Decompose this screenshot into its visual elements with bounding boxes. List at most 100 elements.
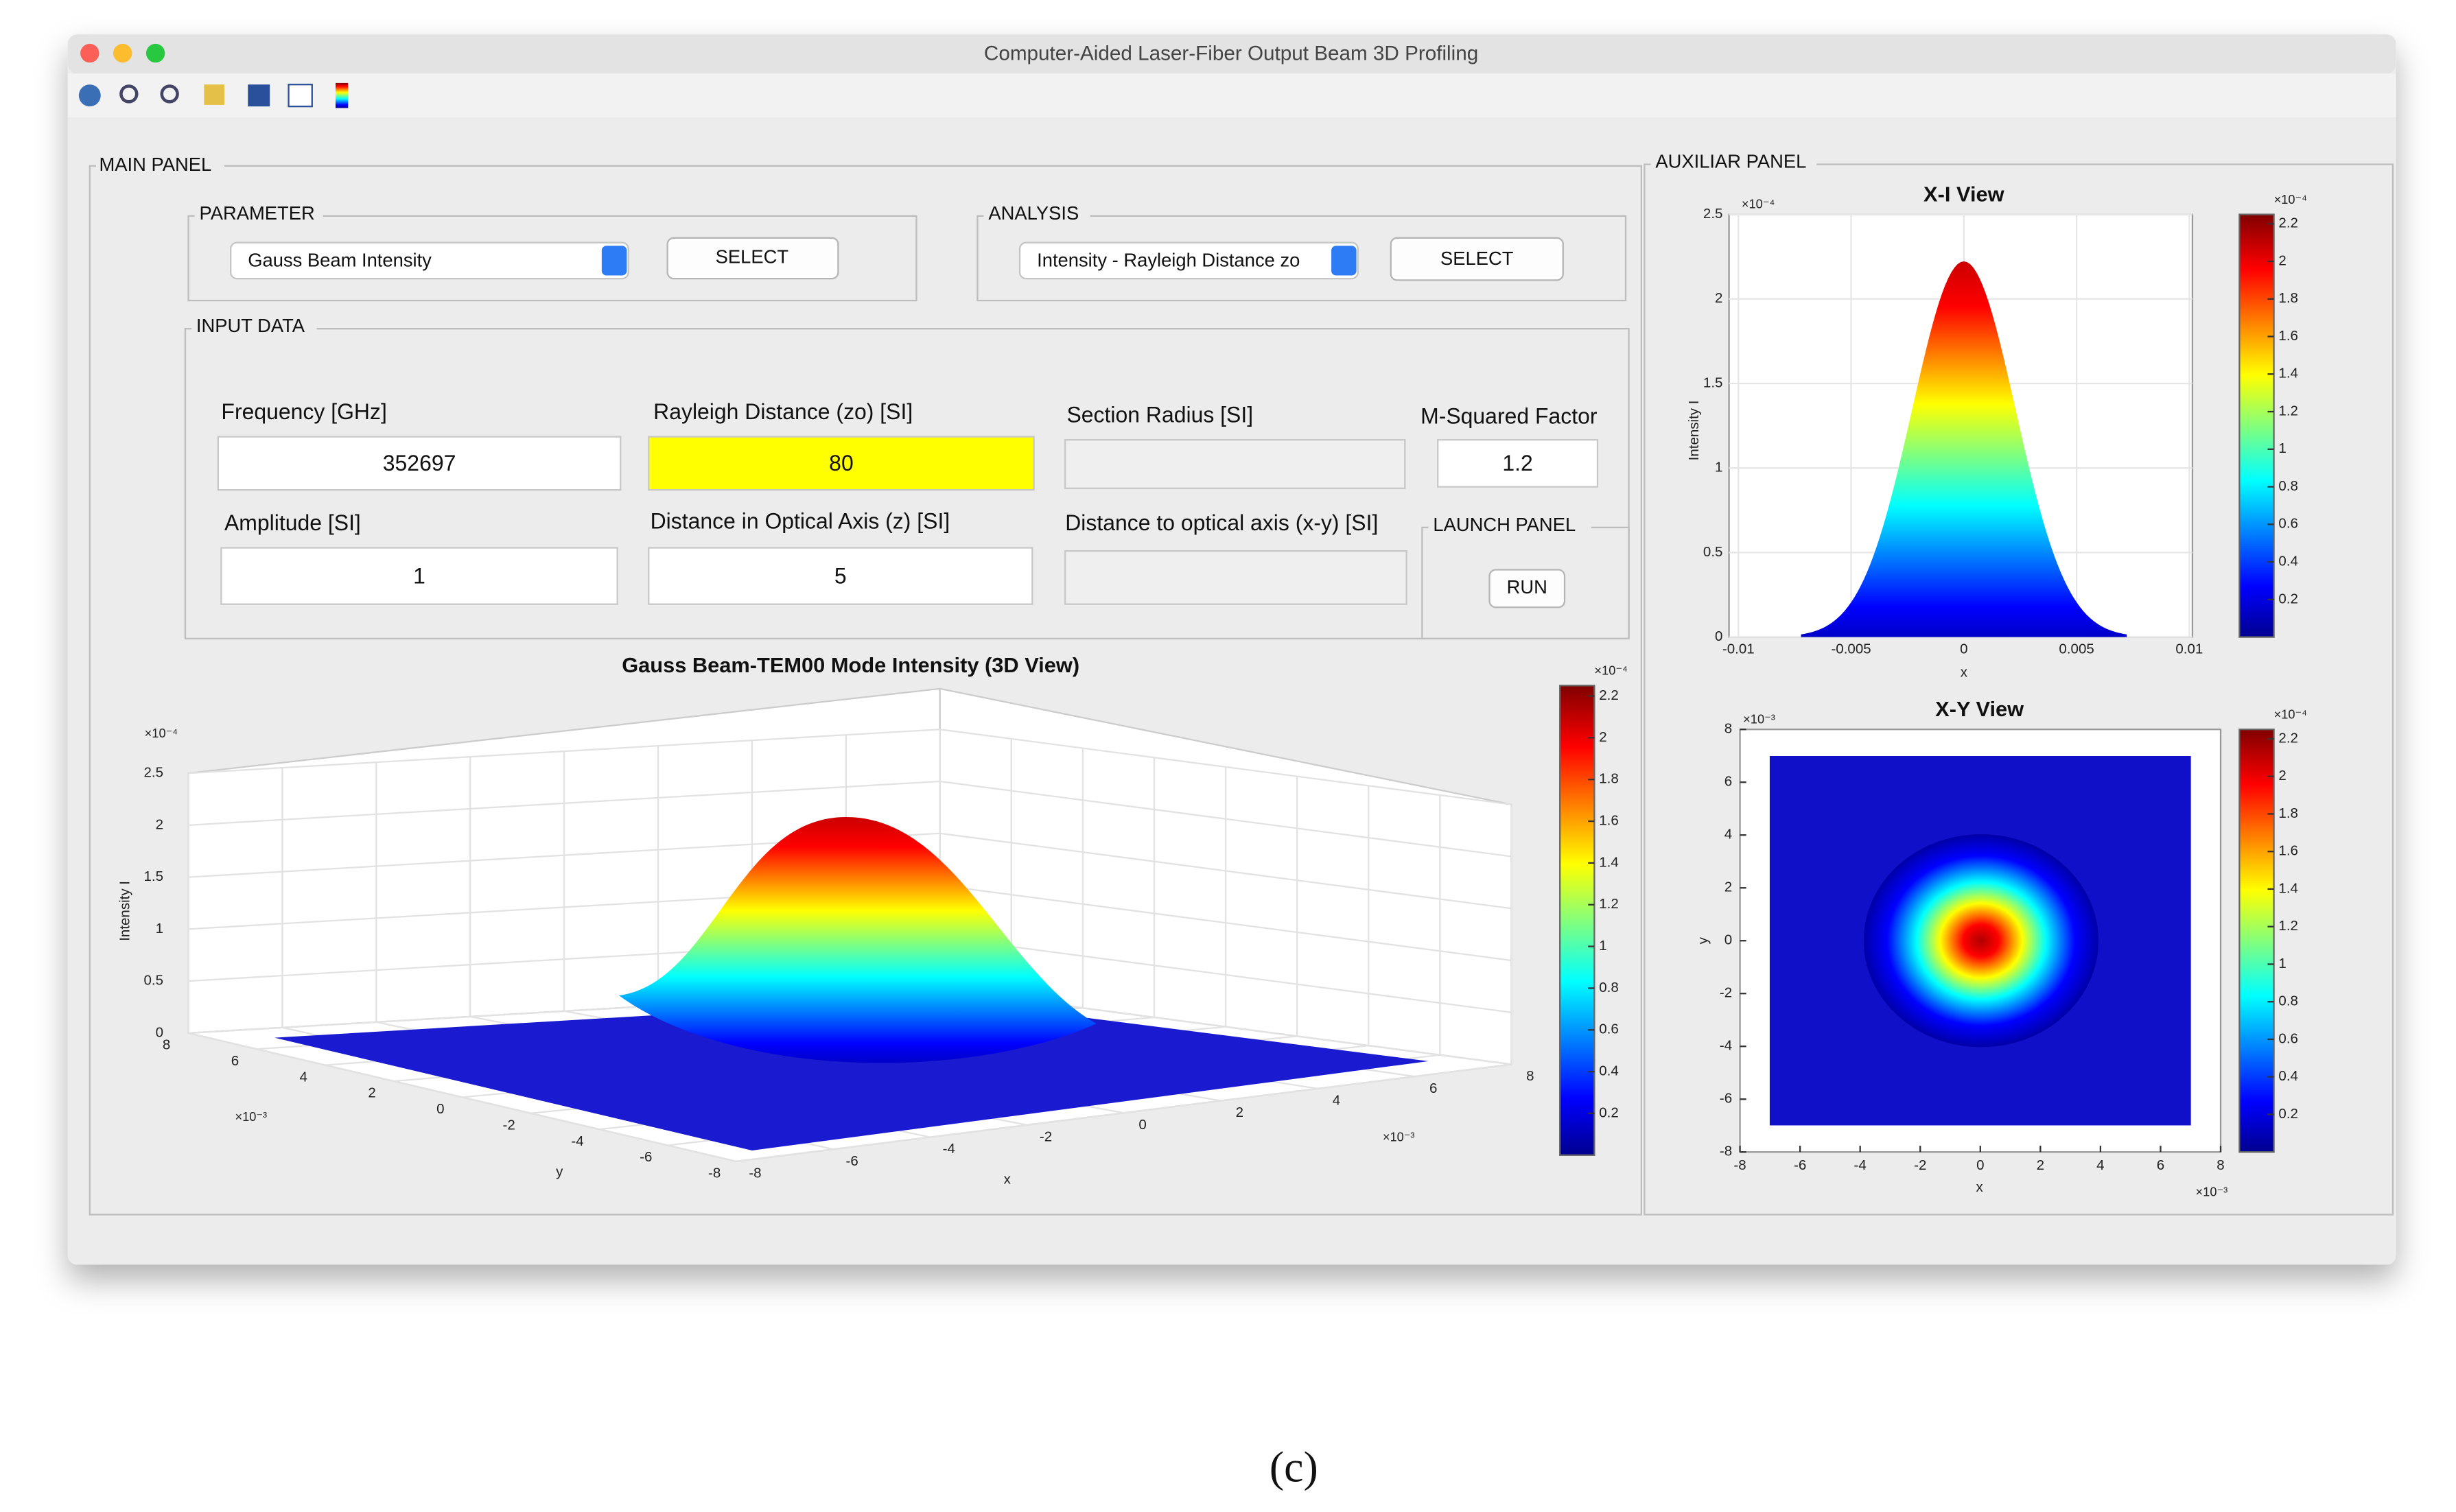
title-bar <box>67 34 2396 74</box>
xy-title: X-Y View <box>1935 697 2024 721</box>
field-label: Rayleigh Distance (zo) [SI] <box>653 399 913 424</box>
colorbar-tick-label: 1.6 <box>2278 328 2298 344</box>
zoom-out-tool[interactable] <box>160 84 179 104</box>
field-value: 352697 <box>383 451 456 475</box>
z-label: Intensity I <box>117 881 133 941</box>
colorbar-tick-label: 2 <box>2278 252 2286 268</box>
colorbar-tick-label: 1.6 <box>1599 812 1619 828</box>
field-label: Frequency [GHz] <box>221 399 386 424</box>
label-bg <box>194 203 323 226</box>
colorbar-tick-label: 0.8 <box>2278 478 2298 494</box>
parameter-select-label: SELECT <box>716 246 789 268</box>
x-tick-label: 6 <box>2157 1157 2164 1173</box>
input-field[interactable] <box>1437 438 1599 488</box>
parameter-select-button[interactable] <box>666 237 839 280</box>
y-exponent: ×10⁻³ <box>235 1109 267 1124</box>
y-tick-label: 1 <box>1715 460 1722 475</box>
x-tick-label: 6 <box>1429 1080 1437 1096</box>
colorbar-tick-label: 2 <box>2278 768 2286 783</box>
y-tick-label: 0 <box>436 1101 444 1117</box>
input-field[interactable] <box>648 547 1033 605</box>
colorbar-tick-label: 0.6 <box>2278 1030 2298 1046</box>
input-data-frame <box>184 327 1630 640</box>
colorbar-tick-label: 1.2 <box>2278 918 2298 934</box>
x-tick-label: -4 <box>943 1141 955 1157</box>
run-button[interactable] <box>1488 569 1566 609</box>
minimize-button[interactable] <box>113 43 132 63</box>
field-label: Section Radius [SI] <box>1066 402 1253 427</box>
y-tick-label: -6 <box>640 1149 652 1165</box>
parameter-dropdown[interactable] <box>229 241 629 280</box>
field-value: 1.2 <box>1502 451 1532 475</box>
y-tick-label: 0 <box>1724 932 1732 948</box>
close-button[interactable] <box>80 43 100 63</box>
input-field[interactable] <box>1064 550 1407 605</box>
colorbar-tick-label: 1 <box>2278 956 2286 971</box>
colorbar-tick-label: 0.2 <box>2278 1106 2298 1122</box>
colorbar-tick-label: 1.8 <box>1599 771 1619 787</box>
colorbar-tick-label: 1.4 <box>2278 880 2298 896</box>
y-tick-label: 6 <box>1724 774 1732 790</box>
x-tick-label: 8 <box>2217 1157 2224 1173</box>
colorbar-tick-label: 1.4 <box>2278 366 2298 381</box>
colorbar-tool[interactable] <box>336 82 349 108</box>
y-tick-label: -6 <box>1720 1091 1732 1107</box>
colorbar-tick-label: 0.4 <box>1599 1063 1619 1079</box>
label-bg <box>983 203 1090 226</box>
data-cursor-tool[interactable] <box>204 84 225 105</box>
colorbar-tick-label: 0.4 <box>2278 554 2298 569</box>
z-tick-label: 1.5 <box>143 869 163 884</box>
dropdown-arrow <box>601 246 627 276</box>
y-tick-label: 4 <box>300 1069 307 1085</box>
parameter-title: PARAMETER <box>200 202 315 224</box>
colorbar-tick-label: 2.2 <box>1599 687 1619 703</box>
label-bg <box>1428 515 1591 537</box>
analysis-select-button[interactable] <box>1390 237 1564 281</box>
y-label: y <box>1696 936 1711 944</box>
colorbar-tick-label: 1 <box>2278 440 2286 456</box>
colorbar-tick-label: 2.2 <box>2278 215 2298 231</box>
input-field[interactable] <box>217 436 622 491</box>
analysis-dropdown-value: Intensity - Rayleigh Distance zo <box>1037 249 1300 270</box>
colorbar-tick-label: 1.2 <box>1599 896 1619 912</box>
plot-3d: 0 0.5 1 1.5 2 2.5 8 6 4 2 0 -2 -4 -6 -8 -8 -6 -4 -2 0 2 4 6 8 ×1… <box>117 663 1628 1188</box>
legend-tool[interactable] <box>288 84 313 108</box>
analysis-dropdown[interactable] <box>1018 241 1359 280</box>
x-tick-label: 0.01 <box>2175 641 2203 657</box>
label-bg <box>95 153 225 176</box>
x-exponent: ×10⁻³ <box>1383 1130 1415 1144</box>
y-tick-label: 0 <box>1715 628 1722 644</box>
auxiliar-panel-frame <box>1644 163 2394 1216</box>
x-tick-label: -2 <box>1914 1157 1926 1173</box>
input-field[interactable] <box>648 436 1035 491</box>
x-label: x <box>1976 1179 1984 1195</box>
field-label: M-Squared Factor <box>1420 404 1598 429</box>
y-tick-label: -2 <box>503 1117 515 1133</box>
field-label: Distance to optical axis (x-y) [SI] <box>1065 510 1378 535</box>
input-field[interactable] <box>1064 438 1406 489</box>
colorbar-tick-label: 0.2 <box>2278 591 2298 606</box>
plot-3d-title: Gauss Beam-TEM00 Mode Intensity (3D View… <box>622 653 1079 677</box>
xi-title: X-I View <box>1923 182 2005 206</box>
y-tick-label: 8 <box>1724 721 1732 737</box>
rotate-tool[interactable] <box>78 84 101 107</box>
y-tick-label: -8 <box>708 1166 721 1181</box>
save-tool[interactable] <box>248 84 270 107</box>
y-tick-label: 2 <box>1724 879 1732 895</box>
beam-spot <box>1863 834 2099 1048</box>
zoom-in-tool[interactable] <box>119 84 139 104</box>
zoom-button[interactable] <box>145 43 165 63</box>
parameter-frame <box>187 215 917 302</box>
colorbar-tick-label: 1.2 <box>2278 403 2298 418</box>
colorbar-exponent: ×10⁻⁴ <box>2274 707 2307 722</box>
z-tick-label: 0 <box>156 1024 163 1040</box>
colorbar-tick-label: 0.6 <box>2278 516 2298 532</box>
z-tick-label: 2.5 <box>143 765 163 781</box>
colorbar-tick-label: 1.4 <box>1599 854 1619 870</box>
y-label: y <box>556 1163 563 1179</box>
x-tick-label: 8 <box>1526 1068 1534 1084</box>
field-label: Distance in Optical Axis (z) [SI] <box>651 508 950 533</box>
input-field[interactable] <box>220 547 618 605</box>
colorbar-exponent: ×10⁻⁴ <box>1594 663 1627 678</box>
